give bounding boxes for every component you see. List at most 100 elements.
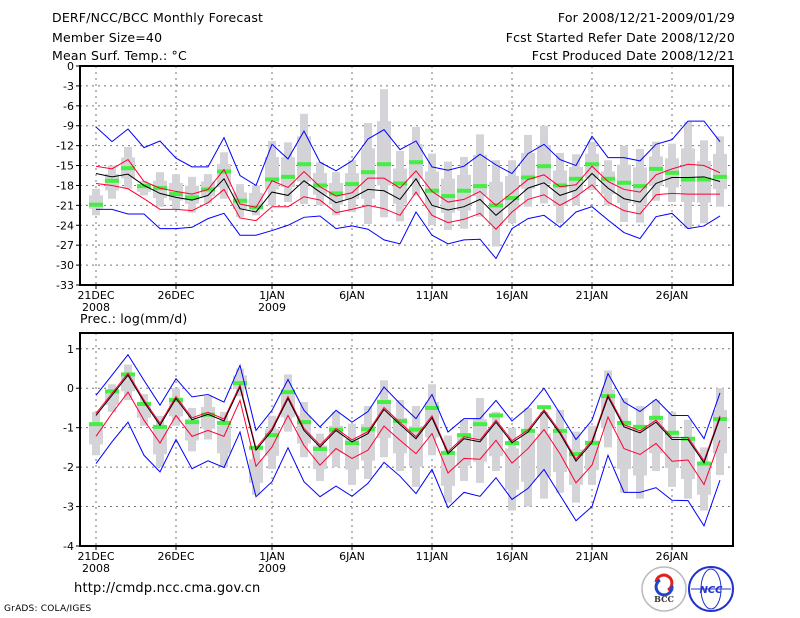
green-marker xyxy=(185,195,199,200)
green-marker xyxy=(521,428,535,433)
green-marker xyxy=(601,176,615,181)
series-line-mean-sd xyxy=(95,158,721,208)
ensemble-iqr-box xyxy=(281,388,295,418)
ensemble-iqr-box xyxy=(457,435,471,466)
temperature-chart: 0 -3 -6 -9 -12 -15 -18 -21 -24 -27 -30 -3321DEC2008… xyxy=(56,60,734,314)
x-tick-label: 11JAN xyxy=(416,550,449,563)
ensemble-iqr-box xyxy=(649,417,663,454)
green-marker xyxy=(345,182,359,187)
green-marker xyxy=(265,177,279,182)
series-line-mean-sd xyxy=(95,391,721,486)
ensemble-iqr-box xyxy=(681,439,695,479)
x-tick-label: 26DEC xyxy=(157,550,194,563)
ensemble-iqr-box xyxy=(345,439,359,470)
green-marker xyxy=(185,420,199,425)
ensemble-iqr-box xyxy=(201,406,215,429)
green-marker xyxy=(489,413,503,418)
ensemble-iqr-box xyxy=(393,168,407,204)
series-line-mean-sd xyxy=(95,182,720,230)
green-marker xyxy=(649,166,663,171)
ensemble-iqr-box xyxy=(489,426,503,457)
green-marker xyxy=(473,184,487,189)
green-marker xyxy=(169,192,183,197)
x-tick-year-label: 2009 xyxy=(258,562,286,575)
green-marker xyxy=(89,422,103,427)
ensemble-iqr-box xyxy=(521,432,535,482)
y-tick-label: -4 xyxy=(63,540,74,553)
green-marker xyxy=(265,433,279,438)
green-marker xyxy=(649,415,663,420)
green-marker xyxy=(329,191,343,196)
ensemble-iqr-box xyxy=(697,463,711,495)
ensemble-iqr-box xyxy=(393,417,407,454)
x-tick-label: 21DEC xyxy=(77,289,114,302)
x-tick-year-label: 2008 xyxy=(82,301,110,314)
y-tick-label: -27 xyxy=(56,239,74,252)
green-marker xyxy=(217,420,231,425)
series-line-max xyxy=(95,120,721,187)
green-marker xyxy=(169,398,183,403)
series-line-mean xyxy=(95,374,721,464)
green-marker xyxy=(617,420,631,425)
green-marker xyxy=(441,194,455,199)
series-line-mean-sd xyxy=(95,372,721,462)
green-marker xyxy=(377,162,391,167)
x-tick-label: 26JAN xyxy=(656,550,689,563)
ensemble-iqr-box xyxy=(681,148,695,202)
ensemble-iqr-box xyxy=(249,192,263,208)
green-marker xyxy=(457,188,471,193)
ensemble-iqr-box xyxy=(297,136,311,182)
ensemble-iqr-box xyxy=(601,389,615,429)
y-tick-label: -2 xyxy=(63,461,74,474)
ensemble-iqr-box xyxy=(249,459,263,483)
forecast-period: For 2008/12/21-2009/01/29 xyxy=(557,10,735,25)
ensemble-iqr-box xyxy=(377,121,391,186)
y-tick-label: -18 xyxy=(56,179,74,192)
ensemble-iqr-box xyxy=(281,157,295,188)
green-marker xyxy=(137,402,151,406)
green-marker xyxy=(313,183,327,188)
green-marker xyxy=(233,198,247,203)
chart-title: DERF/NCC/BCC Monthly Forecast xyxy=(52,10,264,25)
plot-frame xyxy=(79,65,734,286)
green-marker xyxy=(505,196,519,201)
member-size: Member Size=40 xyxy=(52,30,163,45)
green-marker xyxy=(217,169,231,174)
y-tick-label: -15 xyxy=(56,160,74,173)
green-marker xyxy=(537,405,551,410)
green-marker xyxy=(313,446,327,451)
ensemble-iqr-box xyxy=(505,175,519,208)
green-marker xyxy=(697,177,711,182)
grads-credit: GrADS: COLA/IGES xyxy=(4,604,92,614)
y-tick-label: -6 xyxy=(63,100,74,113)
green-marker xyxy=(409,160,423,165)
green-marker xyxy=(585,162,599,167)
series-line-mean xyxy=(95,172,721,216)
green-marker xyxy=(473,422,487,427)
ensemble-iqr-box xyxy=(313,445,327,470)
y-tick-label: -12 xyxy=(56,140,74,153)
ensemble-iqr-box xyxy=(473,154,487,197)
x-tick-label: 6JAN xyxy=(339,289,365,302)
series-line-max xyxy=(95,353,721,441)
x-tick-label: 16JAN xyxy=(496,550,529,563)
y-tick-label: 1 xyxy=(67,343,74,356)
green-marker xyxy=(297,162,311,167)
ensemble-iqr-box xyxy=(537,433,551,477)
x-tick-label: 26DEC xyxy=(157,289,194,302)
ensemble-iqr-box xyxy=(713,153,727,190)
green-marker xyxy=(393,181,407,186)
green-marker xyxy=(121,166,135,171)
green-marker xyxy=(153,424,167,429)
forecast-started-date: Fcst Started Refer Date 2008/12/20 xyxy=(505,30,735,45)
ensemble-iqr-box xyxy=(265,429,279,456)
source-url[interactable]: http://cmdp.ncc.cma.gov.cn xyxy=(74,581,261,596)
green-marker xyxy=(233,381,247,386)
x-tick-year-label: 2008 xyxy=(82,562,110,575)
ensemble-iqr-box xyxy=(505,448,519,490)
green-marker xyxy=(105,389,119,394)
green-marker xyxy=(553,183,567,188)
green-marker xyxy=(361,170,375,175)
green-marker xyxy=(393,418,407,423)
